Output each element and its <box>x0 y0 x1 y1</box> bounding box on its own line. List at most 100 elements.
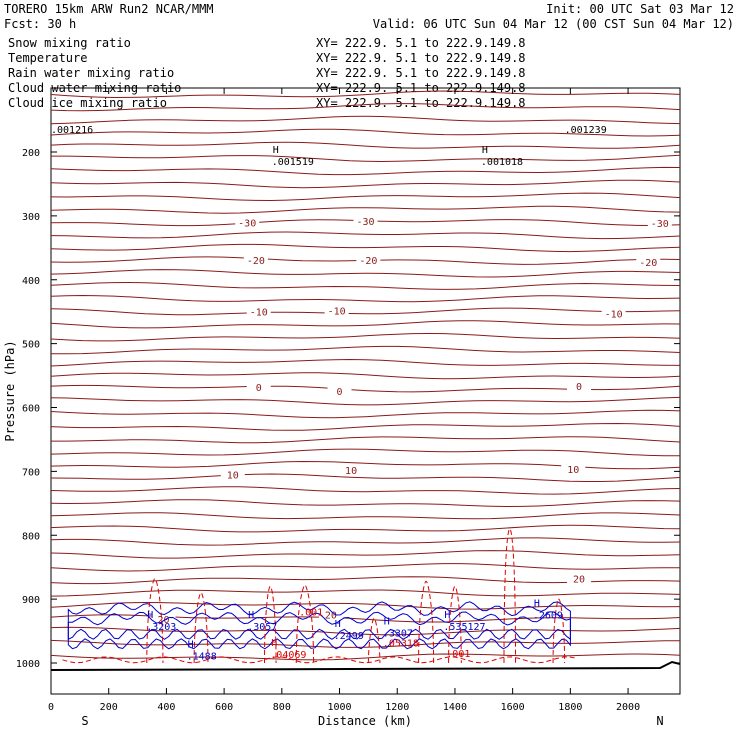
isotherm-line <box>50 281 681 290</box>
isotherm-label: 10 <box>345 466 357 477</box>
cloud-water-contour-inner <box>67 611 571 641</box>
rain-value: .001 <box>446 649 470 660</box>
snow-marker: H <box>482 145 488 156</box>
isotherm-line <box>50 141 681 149</box>
x-end-label-south: S <box>81 714 88 728</box>
isotherm-label-bg <box>318 608 343 621</box>
x-tick-label: 800 <box>273 702 291 713</box>
isotherm-line <box>50 166 681 176</box>
isotherm-label-bg <box>601 307 626 320</box>
x-tick-label: 0 <box>48 702 54 713</box>
isotherm-line <box>50 589 681 597</box>
axes: 0 200 400 600 800 1000 1200 1400 1600 1800 2000200… <box>16 88 680 713</box>
legend-label-snow: Snow mixing ratio <box>8 36 131 50</box>
y-tick-label: 800 <box>22 531 40 542</box>
isotherm-label: 0 <box>337 387 343 398</box>
isotherm-label-bg <box>235 216 260 229</box>
isotherm-label: -10 <box>250 308 268 319</box>
isotherm-line <box>50 460 681 470</box>
x-tick-label: 2000 <box>616 702 640 713</box>
isotherm-label-bg <box>353 214 378 227</box>
isotherm-line <box>50 269 681 278</box>
isotherm-line <box>50 320 681 329</box>
isotherm-label-bg <box>356 253 381 266</box>
x-tick-label: 1400 <box>443 702 467 713</box>
legend: Snow mixing ratio XY= 222.9. 5.1 to 222.… <box>8 36 526 110</box>
x-tick-label: 400 <box>157 702 175 713</box>
y-tick-label: 400 <box>22 276 40 287</box>
plot-frame <box>50 87 681 695</box>
x-tick-label: 600 <box>215 702 233 713</box>
x-axis-title: Distance (km) <box>318 714 412 728</box>
isotherm-line <box>50 512 681 520</box>
snow-marker: H <box>273 145 279 156</box>
isotherm-line <box>50 473 681 482</box>
y-axis-title: Pressure (hPa) <box>3 340 17 441</box>
isotherm-label-bg <box>567 379 592 392</box>
rain-value: .05318 <box>383 639 419 650</box>
isotherm-line <box>50 372 681 380</box>
isotherm-line <box>50 294 681 303</box>
isotherm-label: -30 <box>356 217 374 228</box>
isotherm-label: 20 <box>573 575 585 586</box>
valid-time: Valid: 06 UTC Sun 04 Mar 12 (00 CST Sun … <box>373 17 734 31</box>
legend-xy-cloud-ice: XY= 222.9. 5.1 to 222.9.149.8 <box>316 96 526 110</box>
y-tick-label: 600 <box>22 404 40 415</box>
isotherm-line <box>50 563 680 572</box>
x-tick-label: 1600 <box>501 702 525 713</box>
cloud-water-contours <box>67 601 571 650</box>
isotherm-line <box>50 103 681 112</box>
isotherm-label-bg <box>243 253 268 266</box>
isotherm-line <box>50 128 681 137</box>
cloud-water-value: .2499 <box>334 631 364 642</box>
snow-value: .001519 <box>272 157 314 168</box>
cloud-water-contour-outer <box>67 601 571 650</box>
isotherm-label: -10 <box>605 310 623 321</box>
isotherm-label-bg <box>151 612 176 625</box>
cloud-water-value: .3203 <box>146 622 176 633</box>
cloud-water-marker: H <box>335 619 341 630</box>
isotherm-line <box>50 653 681 661</box>
cloud-water-marker: H <box>444 610 450 621</box>
isotherm-line <box>51 436 681 444</box>
cloud-water-value: .1488 <box>187 652 217 663</box>
cloud-water-value: .3057 <box>247 622 277 633</box>
isotherm-label: -30 <box>238 218 256 229</box>
isotherm-line <box>50 179 681 189</box>
isotherm-line <box>50 243 681 253</box>
isotherm-line <box>50 115 681 125</box>
rain-contour <box>146 578 164 664</box>
isotherm-label-bg <box>561 462 586 475</box>
isotherm-line <box>50 332 681 342</box>
isotherm-line <box>50 396 681 406</box>
cloud-water-marker: H <box>147 610 153 621</box>
isotherm-line <box>50 550 681 559</box>
isotherm-label-bg <box>246 381 271 394</box>
cloud-water-value: .535127 <box>443 622 485 633</box>
isotherm-line <box>50 231 681 240</box>
isotherm-line <box>50 90 681 99</box>
init-time: Init: 00 UTC Sat 03 Mar 12 <box>546 2 734 16</box>
y-tick-label: 700 <box>22 467 40 478</box>
legend-label-rain: Rain water mixing ratio <box>8 66 174 80</box>
isotherm-line <box>50 639 681 648</box>
isotherm-line <box>51 154 681 163</box>
rain-contour <box>367 617 381 664</box>
snow-value: .001018 <box>481 157 523 168</box>
field-annotations: H.001519H.001018.001216.001239H.1488H.30… <box>51 125 607 662</box>
isotherm-label: -20 <box>359 256 377 267</box>
x-tick-label: 1200 <box>385 702 409 713</box>
isotherm-line <box>50 345 681 355</box>
cloud-water-value: .3307 <box>383 629 413 640</box>
y-tick-label: 200 <box>22 148 40 159</box>
isotherm-label: 10 <box>567 465 579 476</box>
cloud-water-marker: H <box>384 617 390 628</box>
isotherm-line <box>50 448 680 457</box>
isotherm-line <box>50 524 681 533</box>
isotherm-label-bg <box>324 304 349 317</box>
y-tick-label: 1000 <box>16 659 40 670</box>
rain-contour <box>264 585 277 664</box>
rain-contour <box>552 598 566 664</box>
isotherm-line <box>50 307 681 316</box>
legend-xy-snow: XY= 222.9. 5.1 to 222.9.149.8 <box>316 36 526 50</box>
